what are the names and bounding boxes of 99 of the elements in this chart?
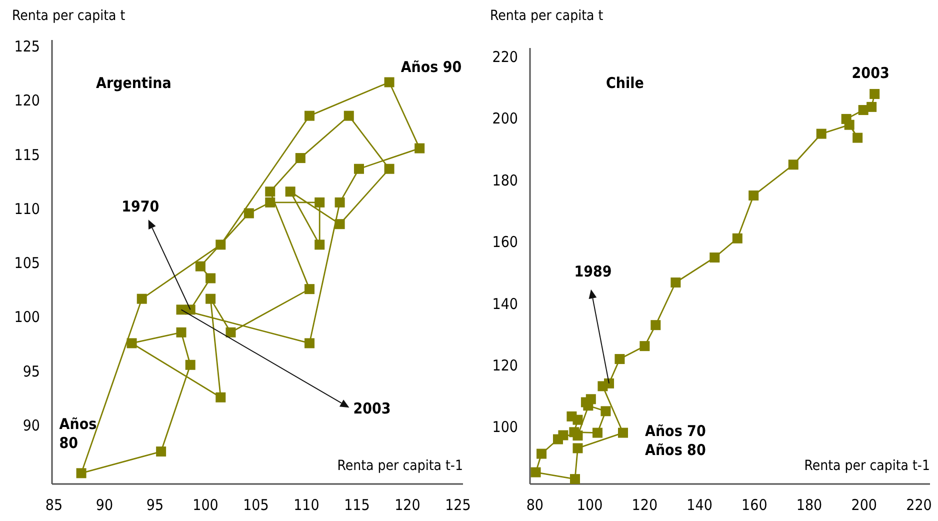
text: Chile: [606, 74, 644, 92]
x-tick-label: 100: [576, 496, 603, 514]
y-tick-label: 95: [22, 362, 40, 380]
x-tick-label: 125: [445, 496, 471, 514]
point: [572, 430, 583, 441]
x-tick-label: 160: [742, 496, 768, 514]
point: [618, 428, 628, 438]
y-tick-label: 125: [14, 38, 40, 56]
x-tick-label: 85: [45, 496, 63, 514]
point: [732, 233, 742, 244]
point: [592, 428, 602, 438]
point: [414, 143, 425, 154]
point: [265, 186, 276, 197]
point: [841, 114, 852, 124]
annotation: Años 70 Años 80: [645, 422, 706, 459]
x-tick-label: 120: [394, 496, 420, 514]
annotation: 1989: [574, 262, 612, 280]
point: [304, 110, 315, 121]
y-tick-label: 90: [22, 416, 40, 435]
x-tick-label: 180: [796, 496, 822, 514]
y-axis-title: Renta per capita t: [12, 8, 126, 24]
point: [600, 406, 611, 416]
point: [572, 443, 583, 454]
x-tick-label: 95: [146, 496, 164, 514]
point: [304, 338, 315, 348]
point: [156, 446, 166, 457]
point: [788, 160, 798, 170]
y-tick-label: 100: [492, 418, 518, 436]
y-axis-title: Renta per capita t: [490, 8, 604, 24]
annotation: 2003: [353, 400, 391, 418]
point: [185, 360, 196, 370]
x-tick-label: 140: [686, 496, 712, 514]
x-tick-label: 100: [192, 496, 218, 514]
point: [604, 378, 614, 388]
y-tick-label: 220: [492, 48, 518, 66]
point: [206, 294, 216, 304]
x-tick-label: 120: [632, 496, 658, 514]
annotation: Años 90: [400, 58, 462, 76]
point: [195, 261, 206, 272]
point: [295, 153, 306, 164]
annotation: Años 80: [59, 415, 97, 452]
point: [334, 219, 345, 230]
x-axis-title: Renta per capita t-1: [337, 458, 463, 474]
point: [176, 327, 186, 338]
point: [285, 186, 296, 197]
point: [552, 434, 563, 444]
y-tick-label: 120: [492, 356, 518, 375]
point: [870, 88, 880, 99]
text: Argentina: [96, 74, 172, 92]
y-tick-label: 110: [14, 200, 40, 218]
x-tick-label: 90: [96, 496, 114, 514]
point: [384, 164, 394, 174]
point: [570, 474, 580, 484]
annotation: 2003: [852, 64, 890, 82]
point: [206, 273, 216, 284]
y-tick-label: 100: [14, 308, 40, 326]
y-tick-label: 140: [492, 294, 518, 313]
y-tick-label: 105: [14, 254, 40, 272]
y-tick-label: 160: [492, 233, 518, 252]
point: [126, 338, 137, 348]
point: [226, 327, 236, 338]
point: [265, 197, 276, 208]
point: [384, 77, 394, 88]
point: [572, 414, 583, 425]
x-axis-title: Renta per capita t-1: [804, 458, 930, 474]
point: [344, 110, 354, 121]
point: [216, 240, 226, 250]
point: [640, 341, 650, 352]
y-tick-label: 120: [14, 92, 40, 110]
x-tick-label: 105: [243, 496, 269, 514]
point: [314, 240, 325, 250]
point: [354, 164, 364, 174]
point: [614, 354, 625, 364]
y-tick-label: 200: [492, 110, 518, 128]
point: [136, 294, 147, 304]
x-tick-label: 200: [851, 496, 878, 514]
point: [314, 197, 325, 208]
point: [852, 132, 863, 143]
point: [76, 468, 86, 478]
point: [334, 197, 345, 208]
point: [176, 304, 186, 315]
point: [866, 102, 877, 112]
point: [670, 278, 681, 288]
point: [748, 190, 759, 200]
point: [710, 252, 720, 263]
x-tick-label: 115: [344, 496, 370, 514]
x-tick-label: 110: [294, 496, 320, 514]
point: [650, 320, 661, 330]
point: [244, 208, 254, 218]
y-tick-label: 115: [14, 146, 40, 164]
point: [530, 467, 541, 478]
point: [536, 448, 547, 459]
point: [216, 392, 226, 402]
y-tick-label: 180: [492, 171, 518, 190]
x-tick-label: 80: [526, 496, 544, 514]
annotation: 1970: [122, 198, 160, 216]
x-tick-label: 220: [906, 496, 932, 514]
point: [304, 284, 315, 294]
point: [816, 128, 826, 139]
